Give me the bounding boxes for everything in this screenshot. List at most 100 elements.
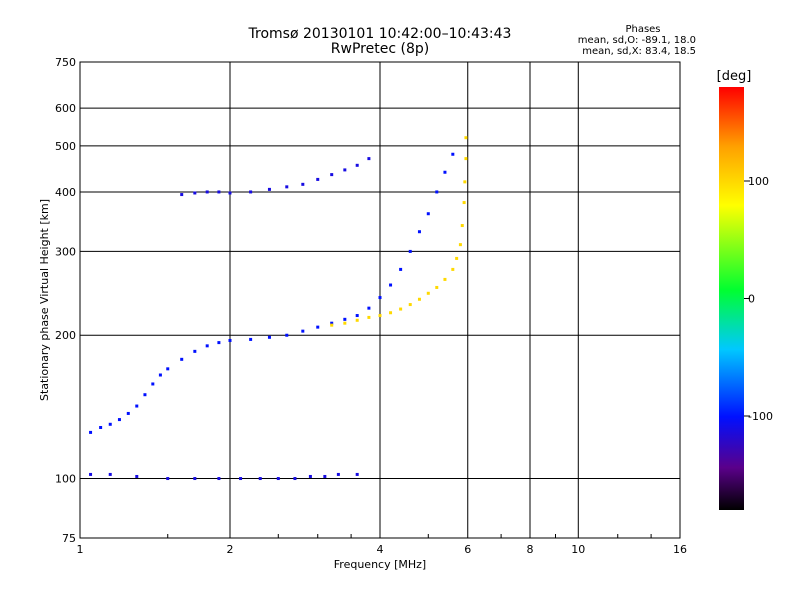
data-point [276, 477, 280, 481]
colorbar-ticks: 100 0 -100 [744, 175, 773, 423]
data-point [435, 285, 439, 289]
chart-title: Tromsø 20130101 10:42:00–10:43:43 [248, 26, 512, 42]
data-point [108, 422, 112, 426]
data-point [217, 190, 221, 194]
colorbar-tick-label: 0 [748, 293, 755, 306]
data-point [355, 314, 359, 318]
data-point [435, 190, 439, 194]
y-tick-label: 500 [55, 140, 76, 153]
data-point [389, 311, 393, 315]
data-point [166, 477, 170, 481]
data-point [308, 474, 312, 478]
data-point [455, 256, 459, 260]
data-point [205, 344, 209, 348]
data-point [458, 243, 462, 247]
colorbar-tick-label: 100 [748, 175, 769, 188]
data-point [135, 474, 139, 478]
data-point [389, 283, 393, 287]
data-point [443, 170, 447, 174]
data-point [143, 393, 147, 397]
chart-subtitle: RwPretec (8p) [331, 41, 429, 57]
data-point [239, 477, 243, 481]
phases-o-line: mean, sd,O: -89.1, 18.0 [578, 35, 696, 46]
data-point [301, 329, 305, 333]
data-point [217, 341, 221, 345]
data-point [367, 306, 371, 310]
data-point [158, 373, 162, 377]
data-point [267, 187, 271, 191]
data-point [249, 337, 253, 341]
x-tick-label: 1 [77, 543, 84, 556]
data-point [426, 212, 430, 216]
y-tick-label: 600 [55, 102, 76, 115]
data-point [301, 182, 305, 186]
data-point [463, 180, 467, 184]
y-tick-labels: 75 100 200 300 400 500 600 750 [55, 56, 76, 545]
data-point [355, 318, 359, 322]
data-point [417, 230, 421, 234]
x-tick-label: 16 [673, 543, 687, 556]
data-point [343, 168, 347, 172]
data-point [378, 314, 382, 318]
colorbar [719, 87, 744, 510]
data-point [343, 321, 347, 325]
y-tick-label: 200 [55, 329, 76, 342]
data-point [330, 321, 334, 325]
data-point [355, 472, 359, 476]
data-point [193, 349, 197, 353]
y-tick-label: 300 [55, 245, 76, 258]
y-tick-label: 400 [55, 186, 76, 199]
data-point [443, 277, 447, 281]
colorbar-tick-label: -100 [748, 410, 773, 423]
x-tick-label: 10 [571, 543, 585, 556]
data-point [330, 173, 334, 177]
x-tick-label: 8 [527, 543, 534, 556]
data-point [462, 201, 466, 205]
data-point [330, 323, 334, 327]
data-point [249, 190, 253, 194]
data-point [258, 477, 262, 481]
data-point [323, 474, 327, 478]
data-point [126, 411, 130, 415]
data-point [293, 477, 297, 481]
data-point [399, 307, 403, 311]
y-tick-label: 750 [55, 56, 76, 69]
x-tick-label: 2 [227, 543, 234, 556]
x-tick-label: 4 [377, 543, 384, 556]
data-point [316, 325, 320, 329]
data-point [89, 472, 93, 476]
y-tick-label: 100 [55, 473, 76, 486]
x-tick-labels: 1 2 4 6 8 10 16 [77, 543, 688, 556]
data-point [316, 177, 320, 181]
grid-lines [80, 62, 680, 538]
data-point [464, 136, 468, 140]
data-point [180, 193, 184, 197]
data-point [285, 185, 289, 189]
data-point [426, 291, 430, 295]
data-point [343, 317, 347, 321]
data-point [267, 335, 271, 339]
x-axis-label: Frequency [MHz] [334, 558, 426, 571]
data-point [228, 338, 232, 342]
data-point [117, 418, 121, 422]
data-point [108, 472, 112, 476]
data-point [399, 267, 403, 271]
data-point [166, 367, 170, 371]
data-point [408, 303, 412, 307]
data-point [378, 296, 382, 300]
data-point [151, 382, 155, 386]
data-point [408, 249, 412, 253]
data-point [135, 404, 139, 408]
data-point [367, 315, 371, 319]
data-point [451, 267, 455, 271]
data-point [89, 430, 93, 434]
y-tick-label: 75 [62, 532, 76, 545]
data-point [367, 157, 371, 161]
data-point [451, 152, 455, 156]
data-points [89, 136, 468, 481]
x-tick-label: 6 [464, 543, 471, 556]
data-point [355, 163, 359, 167]
data-point [417, 297, 421, 301]
